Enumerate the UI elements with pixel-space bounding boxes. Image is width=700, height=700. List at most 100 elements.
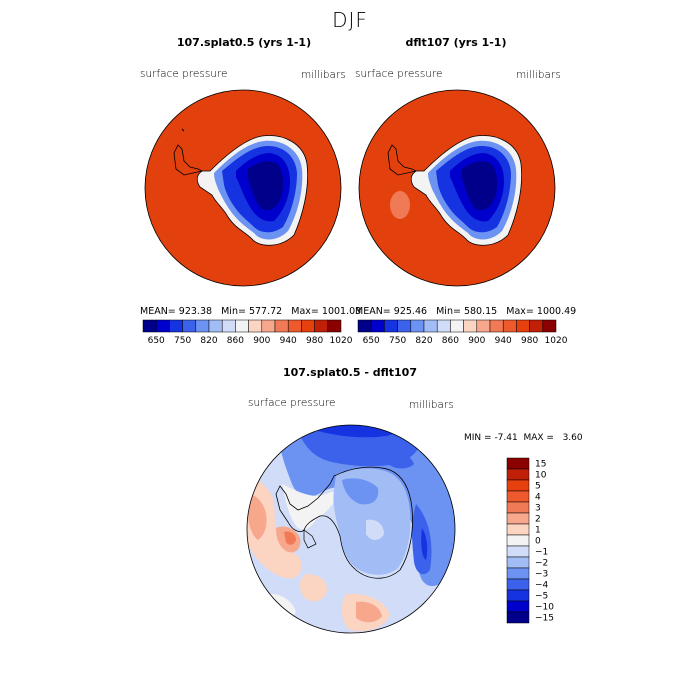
panel3-min-label: MIN = [464, 433, 492, 443]
colorbar-tick-label: 820 [415, 336, 432, 346]
colorbar-tick-label: 820 [200, 336, 217, 346]
colorbar-swatch [476, 319, 491, 333]
colorbar-swatch [221, 319, 236, 333]
colorbar-swatch [506, 479, 530, 492]
colorbar-tick-label: 15 [535, 460, 546, 470]
panel1-max-value: 1001.03 [321, 306, 362, 317]
colorbar-tick-label: 5 [535, 482, 541, 492]
colorbar-swatch [195, 319, 210, 333]
colorbar-swatch [410, 319, 425, 333]
colorbar-swatch [314, 319, 329, 333]
colorbar-tick-label: 650 [148, 336, 165, 346]
panel3-map [246, 424, 456, 634]
colorbar-swatch [287, 319, 302, 333]
colorbar-swatch [506, 545, 530, 558]
colorbar-swatch [248, 319, 263, 333]
colorbar-swatch [261, 319, 276, 333]
panel2-min-label: Min= [436, 306, 461, 317]
colorbar-swatch [529, 319, 544, 333]
colorbar-swatch [506, 534, 530, 547]
colorbar-tick-label: −1 [535, 548, 548, 558]
colorbar-swatch [463, 319, 478, 333]
colorbar-swatch [208, 319, 223, 333]
colorbar-swatch [506, 589, 530, 602]
panel3-stats: MIN = -7.41 MAX = 3.60 [464, 433, 583, 443]
season-title: DJF [332, 8, 368, 32]
panel2-map [358, 89, 556, 287]
colorbar-swatch [506, 457, 530, 470]
panel1-mean-label: MEAN= [140, 306, 176, 317]
colorbar-swatch [397, 319, 412, 333]
colorbar-tick-label: 750 [174, 336, 191, 346]
panel2-stats: MEAN= 925.46 Min= 580.15 Max= 1000.49 [355, 306, 576, 317]
colorbar-swatch [155, 319, 170, 333]
panel1-stats: MEAN= 923.38 Min= 577.72 Max= 1001.03 [140, 306, 361, 317]
colorbar-tick-label: 10 [535, 471, 547, 481]
colorbar-tick-label: 1020 [545, 336, 568, 346]
panel3-max-value: 3.60 [562, 433, 583, 443]
panel2-max-label: Max= [506, 306, 534, 317]
colorbar-swatch [436, 319, 451, 333]
colorbar-tick-label: −5 [535, 592, 548, 602]
colorbar-swatch [506, 600, 530, 613]
colorbar-swatch [301, 319, 315, 333]
colorbar-tick-label: 750 [389, 336, 406, 346]
colorbar-tick-label: −4 [535, 581, 549, 591]
panel3-units-label: millibars [409, 399, 454, 411]
panel2-min-value: 580.15 [463, 306, 498, 317]
colorbar-swatch [423, 319, 438, 333]
colorbar-tick-label: 860 [442, 336, 459, 346]
colorbar-swatch [506, 468, 530, 481]
panel2-max-value: 1000.49 [536, 306, 577, 317]
panel1-min-value: 577.72 [248, 306, 283, 317]
colorbar-tick-label: 4 [535, 493, 541, 503]
panel1-mean-value: 923.38 [178, 306, 213, 317]
panel1-title: 107.splat0.5 (yrs 1-1) [176, 36, 312, 49]
colorbar-swatch [142, 319, 157, 333]
colorbar-swatch [506, 523, 530, 536]
colorbar-swatch [506, 567, 530, 580]
colorbar-swatch [384, 319, 398, 333]
colorbar-tick-label: 650 [363, 336, 380, 346]
panel1-field-label: surface pressure [140, 68, 228, 80]
colorbar-swatch [502, 319, 517, 333]
colorbar-swatch [506, 578, 530, 591]
colorbar-swatch [357, 319, 372, 333]
panel2-mean-value: 925.46 [393, 306, 428, 317]
colorbar-swatch [516, 319, 530, 333]
colorbar-swatch [169, 319, 183, 333]
colorbar-tick-label: 860 [227, 336, 244, 346]
colorbar-tick-label: 940 [280, 336, 297, 346]
panel2-units-label: millibars [516, 69, 561, 81]
colorbar-swatch [450, 319, 464, 333]
colorbar-swatch [506, 490, 530, 503]
panel1-colorbar: 650 750 820 860 900 940 980 1020 [142, 319, 353, 346]
colorbar-tick-label: 3 [535, 504, 541, 514]
colorbar-tick-label: 900 [253, 336, 270, 346]
colorbar-swatch [506, 512, 530, 525]
colorbar-swatch [506, 556, 530, 569]
panel3-title: 107.splat0.5 - dflt107 [283, 366, 417, 379]
colorbar-swatch [542, 319, 557, 333]
colorbar-tick-label: 0 [535, 537, 541, 547]
colorbar-swatch [274, 319, 289, 333]
panel1-max-label: Max= [291, 306, 319, 317]
panel1-units-label: millibars [301, 69, 346, 81]
colorbar-swatch [506, 501, 530, 514]
colorbar-tick-label: 1 [535, 526, 541, 536]
colorbar-swatch [182, 319, 197, 333]
panel2-colorbar: 650 750 820 860 900 940 980 1020 [357, 319, 568, 346]
colorbar-tick-label: −15 [535, 614, 554, 624]
colorbar-swatch [506, 611, 530, 624]
panel1-min-label: Min= [221, 306, 246, 317]
colorbar-tick-label: 980 [306, 336, 323, 346]
panel2-title: dflt107 (yrs 1-1) [405, 36, 507, 49]
colorbar-swatch [235, 319, 249, 333]
colorbar-tick-label: 900 [468, 336, 485, 346]
colorbar-tick-label: −10 [535, 603, 554, 613]
panel1-map [144, 89, 342, 287]
panel2-field-label: surface pressure [355, 68, 443, 80]
colorbar-tick-label: 2 [535, 515, 541, 525]
panel3-field-label: surface pressure [248, 397, 336, 409]
